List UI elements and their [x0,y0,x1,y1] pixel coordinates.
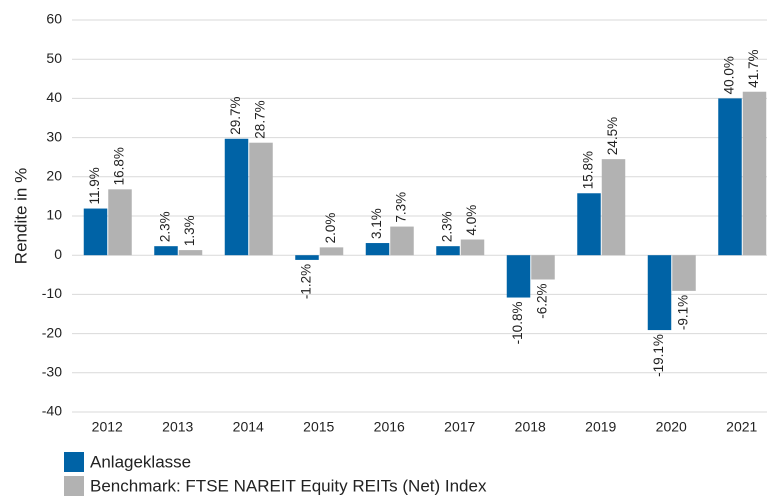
x-tick-label: 2020 [656,419,687,435]
value-label: 2.0% [323,213,338,244]
x-tick-label: 2021 [726,419,757,435]
y-axis-title: Rendite in % [11,168,30,264]
bar [742,91,767,256]
y-tick-label: -40 [42,403,62,419]
value-label: 16.8% [112,147,127,185]
x-tick-label: 2012 [92,419,123,435]
value-label: -9.1% [676,295,691,330]
value-label: 2.3% [158,211,173,242]
x-tick-label: 2016 [374,419,405,435]
bar [460,239,485,256]
y-tick-label: 30 [46,128,62,144]
bar [436,246,460,256]
bar [718,98,742,256]
value-label: 15.8% [581,151,596,189]
bar [601,159,626,256]
x-tick-label: 2014 [233,419,264,435]
y-tick-label: 20 [46,168,62,184]
bar [365,243,390,256]
bar [83,208,108,256]
y-tick-label: -10 [42,285,62,301]
bar [319,247,344,256]
bar [506,255,531,298]
bar [672,255,696,291]
value-label: 29.7% [228,96,243,134]
legend-swatch [64,452,84,472]
y-tick-label: 0 [54,246,62,262]
bar [577,193,601,256]
x-tick-label: 2019 [585,419,616,435]
legend-label: Anlageklasse [90,452,191,471]
bar [224,138,249,256]
bar [154,246,178,256]
y-tick-label: 60 [46,11,62,27]
y-tick-label: -20 [42,324,62,340]
value-label: 40.0% [722,56,737,94]
value-label: 7.3% [394,192,409,223]
x-tick-label: 2015 [303,419,334,435]
x-tick-label: 2013 [162,419,193,435]
value-label: -6.2% [535,284,550,319]
legend-swatch [64,476,84,496]
value-label: 11.9% [87,167,102,204]
value-label: 24.5% [605,117,620,155]
bar [647,255,672,331]
x-tick-label: 2017 [444,419,475,435]
bar [531,255,555,280]
value-label: -10.8% [510,302,525,345]
value-label: 3.1% [369,208,384,239]
value-label: 4.0% [464,205,479,236]
y-tick-label: 40 [46,89,62,105]
y-tick-label: 50 [46,50,62,66]
legend-label: Benchmark: FTSE NAREIT Equity REITs (Net… [90,476,487,495]
value-label: 1.3% [182,215,197,246]
value-label: -1.2% [299,264,314,299]
bar [249,142,273,256]
bar [108,189,132,256]
y-tick-label: -30 [42,364,62,380]
bar [178,250,203,256]
y-tick-label: 10 [46,207,62,223]
x-tick-label: 2018 [515,419,546,435]
bar [295,255,319,260]
value-label: -19.1% [651,334,666,377]
value-label: 2.3% [440,211,455,242]
value-label: 28.7% [253,100,268,138]
value-label: 41.7% [746,49,761,87]
bar [390,226,414,256]
